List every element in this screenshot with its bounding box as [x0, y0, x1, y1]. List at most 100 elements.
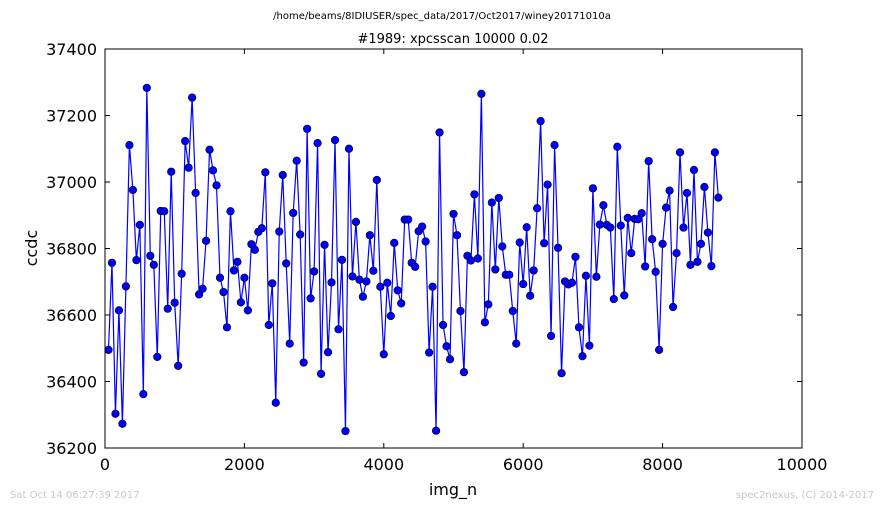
data-point: [459, 368, 469, 377]
data-point: [105, 345, 113, 355]
data-point: [292, 156, 301, 165]
data-point: [219, 287, 228, 297]
data-point: [484, 300, 493, 309]
data-point: [355, 275, 364, 284]
data-point: [282, 259, 291, 268]
data-point: [149, 260, 158, 269]
data-point: [344, 144, 354, 153]
data-point: [132, 256, 141, 265]
data-point: [431, 426, 441, 435]
data-point: [386, 311, 395, 321]
data-point: [540, 239, 549, 248]
data-point: [271, 398, 280, 407]
series-markers: [105, 83, 723, 436]
data-point: [299, 358, 308, 367]
data-point: [212, 181, 221, 190]
data-point: [703, 228, 713, 237]
data-point: [613, 142, 622, 151]
data-point: [672, 249, 681, 258]
data-point: [341, 426, 350, 436]
data-point: [351, 217, 361, 226]
data-point: [473, 254, 483, 263]
plot-area: 0 2000 4000 6000 8000 10000 36200364003660036…: [46, 40, 827, 474]
data-point: [522, 223, 531, 232]
data-point: [118, 419, 127, 428]
x-tick-label: 0: [100, 455, 110, 474]
data-point: [567, 278, 577, 287]
data-point: [111, 409, 120, 418]
data-point: [250, 245, 259, 254]
data-point: [177, 269, 186, 278]
data-point: [553, 243, 563, 252]
data-point: [257, 224, 266, 233]
data-point: [637, 209, 646, 218]
data-point: [348, 272, 357, 281]
data-point: [526, 291, 535, 300]
data-point: [264, 320, 273, 330]
data-point: [303, 124, 312, 133]
data-point: [585, 341, 594, 350]
data-point: [543, 180, 552, 189]
data-point: [208, 166, 218, 175]
data-point: [536, 117, 545, 126]
data-point: [512, 339, 521, 348]
data-point: [668, 302, 678, 312]
data-point: [449, 209, 458, 219]
data-point: [620, 291, 629, 300]
data-point: [205, 145, 214, 154]
data-point: [533, 204, 542, 213]
data-point: [296, 230, 305, 239]
data-point: [240, 273, 249, 282]
data-point: [107, 258, 117, 267]
data-point: [574, 323, 584, 332]
data-point: [376, 282, 385, 291]
data-point: [508, 306, 517, 316]
data-point: [623, 213, 632, 223]
data-point: [236, 298, 246, 307]
data-point: [222, 323, 232, 332]
data-point: [327, 278, 336, 287]
chart-title: #1989: xpcsscan 10000 0.02: [357, 32, 548, 47]
data-point: [125, 140, 134, 150]
data-point: [634, 215, 643, 224]
data-point: [181, 137, 190, 146]
x-tick-label: 2000: [224, 455, 265, 474]
data-point: [452, 231, 462, 240]
data-point: [550, 140, 559, 150]
data-point: [313, 139, 322, 148]
data-point: [167, 167, 176, 176]
data-point: [609, 294, 618, 304]
data-point: [714, 193, 723, 202]
data-point: [606, 223, 615, 232]
y-tick-label: 36400: [46, 373, 97, 392]
data-point: [571, 252, 580, 261]
y-axis-label: ccdc: [22, 230, 41, 267]
data-point: [641, 262, 650, 271]
figure-suptitle: /home/beams/8IDIUSER/spec_data/2017/Oct2…: [273, 11, 611, 22]
data-point: [153, 352, 162, 361]
data-point: [491, 265, 500, 274]
data-point: [184, 163, 193, 172]
data-point: [215, 273, 225, 282]
data-point: [655, 345, 664, 355]
y-tick-label: 37400: [46, 40, 97, 59]
data-point: [470, 190, 479, 199]
data-point: [682, 188, 692, 198]
data-point: [675, 148, 685, 157]
x-tick-label: 4000: [363, 455, 404, 474]
data-point: [456, 306, 465, 316]
x-tick-label: 6000: [503, 455, 544, 474]
data-point: [372, 175, 381, 185]
data-point: [135, 220, 144, 229]
data-point: [320, 240, 329, 249]
data-point: [233, 257, 242, 266]
data-point: [323, 348, 333, 357]
data-point: [599, 201, 608, 210]
data-point: [261, 168, 270, 177]
data-point: [310, 267, 319, 276]
footer-timestamp: Sat Oct 14 06:27:39 2017: [10, 490, 140, 501]
data-point: [529, 266, 538, 275]
data-point: [710, 148, 719, 157]
data-point: [505, 270, 514, 279]
